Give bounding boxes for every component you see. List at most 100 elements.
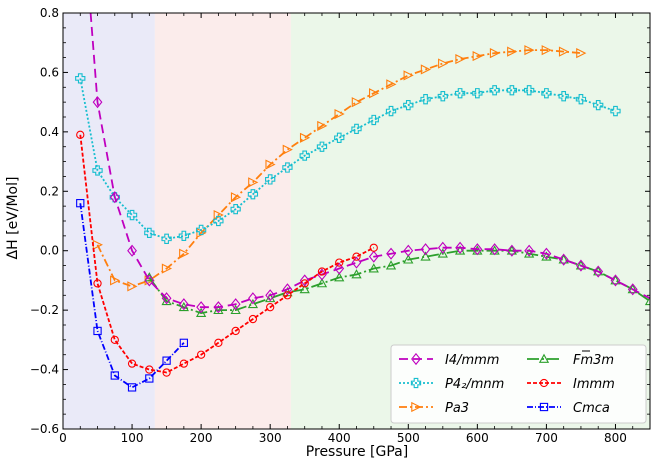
data-point-5-3 xyxy=(127,383,137,392)
data-point-3-10 xyxy=(316,278,328,288)
data-point-0-8 xyxy=(213,301,224,314)
data-point-0-2 xyxy=(109,191,120,204)
data-point-1-11 xyxy=(265,174,276,185)
data-point-0-21 xyxy=(437,241,448,254)
data-point-0-9 xyxy=(230,298,241,311)
legend-marker-3 xyxy=(539,378,549,388)
plot-area xyxy=(75,13,650,392)
data-point-2-18 xyxy=(403,70,414,81)
data-point-2-16 xyxy=(369,88,380,99)
y-tick-label-2: −0.2 xyxy=(30,303,59,317)
y-tick-label-6: 0.6 xyxy=(40,65,59,79)
series-line-0 xyxy=(89,13,650,309)
data-point-4-4 xyxy=(145,365,154,374)
data-point-0-16 xyxy=(351,256,362,269)
y-tick-label-5: 0.4 xyxy=(40,125,59,139)
data-point-0-11 xyxy=(265,289,276,302)
data-point-1-23 xyxy=(472,88,483,99)
legend-marker-4 xyxy=(411,401,422,413)
legend-label-4: Pa3 xyxy=(445,401,469,416)
data-point-0-6 xyxy=(178,298,189,311)
legend-entry-5: Cmca xyxy=(527,401,610,416)
data-point-2-17 xyxy=(386,79,397,90)
data-point-2-23 xyxy=(489,48,501,59)
data-point-1-29 xyxy=(575,94,587,105)
data-point-4-1 xyxy=(93,279,102,288)
data-point-1-7 xyxy=(195,224,207,236)
data-point-5-1 xyxy=(93,326,102,336)
data-point-0-28 xyxy=(558,253,569,266)
data-point-3-3 xyxy=(195,307,207,318)
data-point-2-26 xyxy=(541,45,552,56)
data-point-4-16 xyxy=(352,252,361,261)
data-point-2-24 xyxy=(507,46,518,57)
data-point-4-8 xyxy=(214,338,223,347)
data-point-4-2 xyxy=(110,335,119,345)
data-point-0-19 xyxy=(403,244,414,257)
legend-marker-1 xyxy=(538,353,550,363)
axes: 0 100 200 300 400 500 600 700 800 −0.6 −0.4 −0.2 0.0… xyxy=(30,6,651,445)
data-point-0-27 xyxy=(541,247,552,260)
y-tick-label-0: −0.6 xyxy=(30,422,59,436)
data-point-1-28 xyxy=(558,91,569,102)
legend-entry-3: Immm xyxy=(527,377,615,392)
data-point-0-1 xyxy=(92,96,103,109)
data-point-2-9 xyxy=(248,177,259,188)
legend-entry-4: Pa3 xyxy=(399,401,469,416)
data-point-3-5 xyxy=(230,304,241,315)
data-point-1-21 xyxy=(437,91,448,102)
data-point-4-7 xyxy=(196,350,206,359)
data-point-2-14 xyxy=(334,108,345,120)
data-point-1-8 xyxy=(213,215,224,227)
data-point-0-22 xyxy=(455,241,465,254)
data-point-1-1 xyxy=(92,165,103,176)
y-tick-label-3: 0.0 xyxy=(40,244,59,258)
data-point-1-31 xyxy=(610,105,621,117)
data-point-0-20 xyxy=(420,243,431,256)
data-point-0-4 xyxy=(144,274,155,287)
data-point-3-15 xyxy=(403,254,414,264)
data-point-1-25 xyxy=(506,85,518,96)
data-point-5-5 xyxy=(162,356,171,365)
data-point-1-22 xyxy=(454,88,466,99)
data-point-4-5 xyxy=(162,368,171,377)
data-point-1-26 xyxy=(523,85,535,96)
x-tick-label-6: 600 xyxy=(466,431,489,445)
data-point-1-13 xyxy=(299,150,310,161)
data-point-2-2 xyxy=(127,281,138,292)
data-point-4-9 xyxy=(231,326,240,336)
series-1 xyxy=(75,73,621,244)
data-point-2-1 xyxy=(110,275,121,286)
data-point-2-20 xyxy=(438,58,449,69)
data-point-2-15 xyxy=(351,97,362,108)
data-point-0-29 xyxy=(576,259,586,272)
y-axis-label: ΔH [eV/Mol] xyxy=(5,177,21,260)
data-point-4-13 xyxy=(300,279,309,288)
data-point-3-13 xyxy=(368,263,379,273)
legend-marker-0 xyxy=(411,352,421,366)
data-point-2-21 xyxy=(455,53,466,65)
data-point-0-15 xyxy=(334,262,345,275)
data-point-5-2 xyxy=(110,371,119,380)
legend-label-5: Cmca xyxy=(573,401,610,416)
data-point-3-28 xyxy=(627,284,638,294)
legend: I4/mmm Fm3m P4₂/mnm Immm Pa3 Cmca xyxy=(390,344,647,424)
data-point-1-4 xyxy=(144,227,155,239)
legend-marker-5 xyxy=(539,402,549,412)
data-point-0-10 xyxy=(248,292,258,305)
legend-label-1: Fm3m xyxy=(573,353,614,368)
data-point-1-18 xyxy=(385,105,397,117)
data-point-0-5 xyxy=(161,292,172,305)
data-point-0-17 xyxy=(368,250,379,263)
data-point-5-4 xyxy=(145,374,154,383)
legend-entry-0: I4/mmm xyxy=(399,352,499,368)
data-point-2-25 xyxy=(524,45,535,56)
data-point-3-12 xyxy=(351,269,362,279)
data-point-2-13 xyxy=(317,120,328,132)
data-point-1-17 xyxy=(368,114,379,126)
data-point-2-22 xyxy=(472,50,483,62)
data-point-1-20 xyxy=(420,94,431,105)
x-tick-label-8: 800 xyxy=(604,431,627,445)
data-point-2-19 xyxy=(420,64,431,75)
